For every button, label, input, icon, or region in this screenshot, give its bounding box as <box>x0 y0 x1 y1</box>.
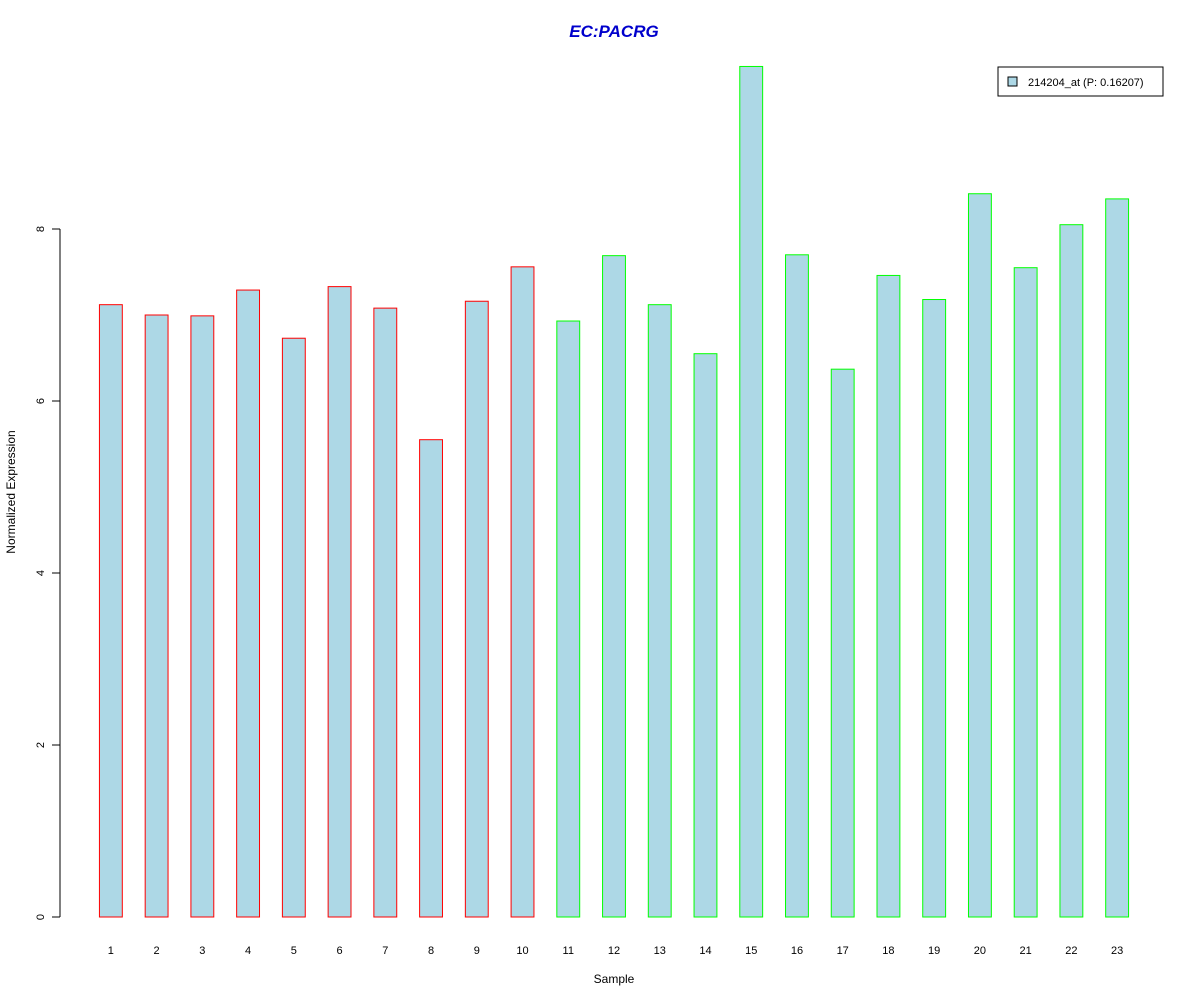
bar-sample-12 <box>602 255 626 918</box>
bar-sample-4 <box>236 289 261 918</box>
x-tick-label: 10 <box>516 945 528 957</box>
x-tick-label: 5 <box>291 945 297 957</box>
x-tick-label: 21 <box>1020 945 1032 957</box>
x-tick-label: 1 <box>108 945 114 957</box>
bar-sample-15 <box>739 65 764 918</box>
x-axis-ticks: 1 2 3 4 5 6 7 8 9 10 11 12 13 14 15 16 17 18 19 20 21 22 23 <box>108 945 1123 957</box>
x-tick-label: 3 <box>199 945 205 957</box>
x-tick-label: 13 <box>654 945 666 957</box>
bar-sample-14 <box>693 353 718 918</box>
bar-sample-9 <box>464 300 489 918</box>
legend-swatch <box>1007 76 1018 87</box>
x-tick-label: 11 <box>563 945 574 957</box>
bars-group <box>98 65 1130 918</box>
bar-sample-13 <box>647 304 672 918</box>
x-tick-label: 14 <box>699 945 711 957</box>
x-tick-label: 20 <box>974 945 986 957</box>
bar-sample-16 <box>785 254 809 918</box>
bar-sample-8 <box>419 439 443 918</box>
chart-title: EC:PACRG <box>569 22 658 41</box>
x-tick-label: 17 <box>837 945 849 957</box>
bar-sample-3 <box>190 315 215 918</box>
x-axis-label: Sample <box>594 972 635 986</box>
y-tick-label: 8 <box>35 226 47 232</box>
y-tick-label: 6 <box>35 398 47 404</box>
bar-sample-1 <box>98 304 123 918</box>
bar-sample-21 <box>1013 267 1038 918</box>
bar-sample-7 <box>373 307 398 918</box>
x-tick-label: 23 <box>1111 945 1123 957</box>
y-tick-label: 2 <box>35 742 47 748</box>
bar-sample-23 <box>1105 198 1130 918</box>
x-tick-label: 2 <box>154 945 160 957</box>
x-tick-label: 8 <box>428 945 434 957</box>
bar-sample-11 <box>556 320 581 918</box>
y-tick-label: 0 <box>35 914 47 920</box>
x-tick-label: 12 <box>608 945 620 957</box>
bar-sample-6 <box>327 286 352 918</box>
y-axis-label: Normalized Expression <box>4 430 18 553</box>
x-tick-label: 6 <box>337 945 343 957</box>
x-tick-label: 15 <box>745 945 757 957</box>
legend-box <box>997 66 1164 97</box>
bar-sample-17 <box>830 368 855 918</box>
x-tick-label: 16 <box>791 945 803 957</box>
x-tick-label: 22 <box>1065 945 1077 957</box>
x-tick-label: 7 <box>382 945 388 957</box>
bar-sample-22 <box>1059 224 1084 918</box>
x-tick-label: 19 <box>928 945 940 957</box>
y-tick-label: 4 <box>35 570 47 576</box>
y-axis-ticks: 0 2 4 6 8 <box>35 226 60 920</box>
x-tick-label: 9 <box>474 945 480 957</box>
bar-sample-10 <box>510 266 535 918</box>
x-tick-label: 18 <box>882 945 894 957</box>
legend-label: 214204_at (P: 0.16207) <box>1028 77 1144 89</box>
bar-sample-2 <box>144 314 169 918</box>
bar-sample-20 <box>967 193 992 918</box>
x-tick-label: 4 <box>245 945 251 957</box>
bar-sample-19 <box>922 299 947 918</box>
bar-sample-5 <box>281 337 306 918</box>
legend: 214204_at (P: 0.16207) <box>997 66 1164 97</box>
bar-sample-18 <box>876 274 901 918</box>
